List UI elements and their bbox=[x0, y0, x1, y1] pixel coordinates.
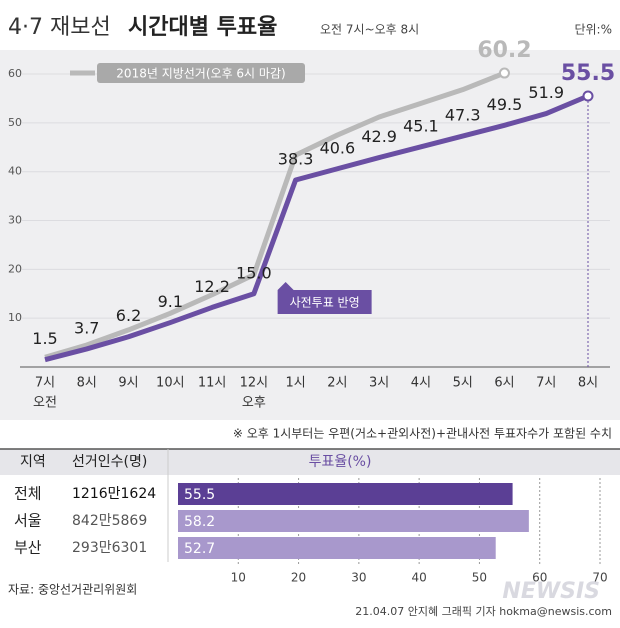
data-label: 51.9 bbox=[528, 83, 564, 102]
bar bbox=[178, 510, 529, 532]
chart-background bbox=[0, 50, 620, 420]
series-line bbox=[44, 70, 506, 360]
title-emphasis: 시간대별 투표율 bbox=[128, 15, 277, 40]
note: ※ 오후 1시부터는 우편(거소+관외사전)+관내사전 투표자수가 포함된 수치 bbox=[233, 427, 612, 441]
x-tick-label: 10 bbox=[231, 571, 246, 585]
y-tick-label: 50 bbox=[8, 116, 22, 129]
x-tick-label: 7시 bbox=[536, 376, 556, 391]
x-tick-label: 7시 bbox=[35, 376, 55, 391]
end-point bbox=[498, 67, 510, 79]
annotation-box bbox=[277, 290, 372, 314]
data-label: 15.0 bbox=[236, 263, 272, 282]
header-row bbox=[0, 449, 620, 475]
data-label: 9.1 bbox=[158, 292, 183, 311]
annotation-pointer bbox=[277, 282, 294, 290]
subtitle: 오전 7시~오후 8시 bbox=[320, 23, 419, 37]
x-tick-label: 11시 bbox=[198, 376, 227, 391]
bar bbox=[178, 537, 496, 559]
data-label: 55.5 bbox=[561, 61, 615, 86]
data-label: 58.2 bbox=[184, 514, 215, 530]
x-tick-label: 6시 bbox=[494, 376, 514, 391]
data-label: 47.3 bbox=[445, 106, 481, 125]
legend-label: 2018년 지방선거(오후 6시 마감) bbox=[116, 67, 285, 81]
x-tick-label: 30 bbox=[351, 571, 366, 585]
y-tick-label: 40 bbox=[8, 165, 22, 178]
electors: 293만6301 bbox=[72, 540, 147, 556]
x-tick-label: 3시 bbox=[369, 376, 389, 391]
data-label: 60.2 bbox=[477, 38, 531, 63]
annotation: 사전투표 반영 bbox=[290, 296, 360, 310]
credit: 21.04.07 안지혜 그래픽 기자 hokma@newsis.com bbox=[355, 605, 612, 618]
data-label: 12.2 bbox=[194, 277, 230, 296]
bar bbox=[178, 483, 513, 505]
x-tick-label: 2시 bbox=[327, 376, 347, 391]
logo: NEWSIS bbox=[502, 579, 600, 604]
y-tick-label: 60 bbox=[8, 67, 22, 80]
electors: 842만5869 bbox=[72, 513, 147, 529]
column-header: 지역 bbox=[20, 454, 46, 470]
x-tick-label: 9시 bbox=[118, 376, 138, 391]
y-tick-label: 10 bbox=[8, 311, 22, 324]
x-tick-label: 1시 bbox=[285, 376, 305, 391]
data-label: 55.5 bbox=[184, 487, 215, 503]
y-tick-label: 30 bbox=[8, 214, 22, 227]
legend-box bbox=[97, 63, 305, 83]
region: 서울 bbox=[14, 512, 42, 530]
x-tick-label: 4시 bbox=[411, 376, 431, 391]
x-tick-label: 60 bbox=[532, 571, 547, 585]
unit: 단위:% bbox=[574, 23, 612, 37]
column-header: 투표율(%) bbox=[309, 454, 372, 470]
x-tick-label: 10시 bbox=[156, 376, 185, 391]
data-label: 38.3 bbox=[278, 149, 314, 168]
y-tick-label: 20 bbox=[8, 262, 22, 275]
data-label: 40.6 bbox=[320, 138, 356, 157]
source: 자료: 중앙선거관리위원회 bbox=[8, 583, 137, 597]
data-label: 49.5 bbox=[487, 95, 523, 114]
column-header: 선거인수(명) bbox=[72, 454, 147, 470]
region: 부산 bbox=[14, 539, 42, 557]
x-tick-label: 8시 bbox=[578, 376, 598, 391]
bar-table: 지역 선거인수(명) 투표율(%) 10 20 30 40 50 60 70 전체 1216만1624… bbox=[0, 448, 620, 585]
x-tick-sublabel: 오후 bbox=[242, 396, 266, 411]
x-tick-label: 8시 bbox=[77, 376, 97, 391]
x-tick-label: 20 bbox=[291, 571, 306, 585]
data-label: 6.2 bbox=[116, 306, 141, 325]
x-tick-label: 50 bbox=[472, 571, 487, 585]
series-line bbox=[44, 93, 589, 363]
x-tick-label: 40 bbox=[412, 571, 427, 585]
electors: 1216만1624 bbox=[72, 486, 156, 502]
x-tick-label: 70 bbox=[592, 571, 607, 585]
data-label: 3.7 bbox=[74, 318, 99, 337]
x-tick-label: 12시 bbox=[240, 376, 269, 391]
end-point bbox=[582, 90, 594, 102]
region: 전체 bbox=[14, 485, 42, 503]
data-label: 42.9 bbox=[361, 127, 397, 146]
title: 4·7 재보선 bbox=[8, 15, 111, 40]
x-tick-label: 5시 bbox=[453, 376, 473, 391]
data-label: 1.5 bbox=[32, 329, 57, 348]
data-label: 52.7 bbox=[184, 541, 215, 557]
x-tick-sublabel: 오전 bbox=[33, 396, 57, 411]
data-label: 45.1 bbox=[403, 116, 439, 135]
